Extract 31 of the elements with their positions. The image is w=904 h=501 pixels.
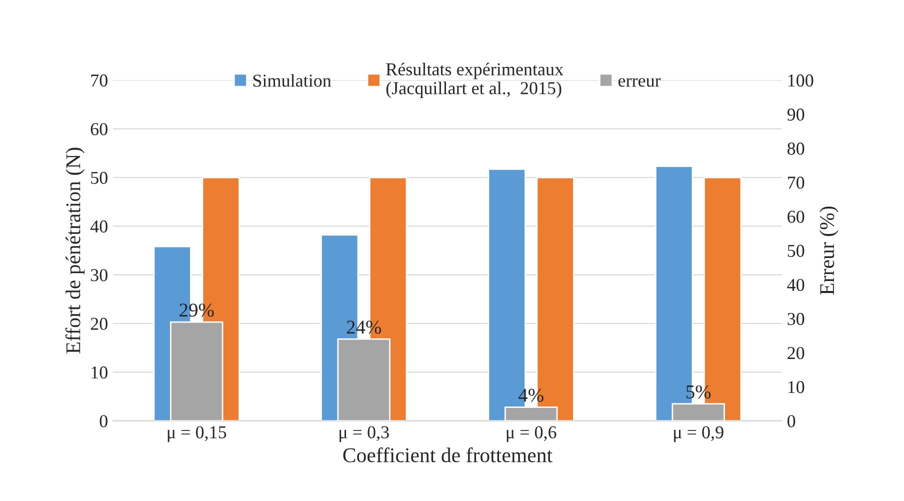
x-tick-label: μ = 0,3 (340, 426, 389, 442)
y-tick-label: 60 (90, 123, 108, 136)
y2-tick-label: 50 (788, 244, 804, 257)
y2-tick-label: 60 (788, 210, 804, 223)
y2-tick-label: 70 (788, 176, 804, 189)
y2-tick-label: 80 (788, 142, 804, 155)
legend-label: Résultats expérimentaux (Jacquillart et al., 2015) (386, 62, 564, 98)
y-tick-label: 30 (90, 269, 108, 282)
x-axis-title: Coefficient de frottement (343, 447, 552, 462)
data-label: 29% (180, 304, 214, 317)
data-label: 24% (346, 320, 382, 334)
y-tick-label: 10 (92, 366, 108, 379)
y2-tick-label: 20 (788, 346, 804, 360)
y2-tick-label: 90 (787, 108, 804, 121)
y2-tick-label: 100 (788, 74, 814, 87)
y-axis-title: Effort de pénétration (N) (65, 148, 85, 354)
y2-tick-label: 10 (788, 381, 804, 394)
legend-label: erreur (618, 78, 661, 87)
y2-tick-label: 30 (788, 312, 804, 326)
y-tick-label: 40 (90, 220, 108, 233)
y-tick-label: 0 (100, 415, 108, 428)
y2-tick-label: 0 (788, 415, 796, 428)
x-tick-label: μ = 0,15 (168, 426, 226, 442)
y2-tick-label: 40 (787, 278, 804, 292)
y2-axis-title: Erreur (%) (819, 206, 838, 295)
legend-label: Simulation (253, 74, 332, 87)
y-tick-label: 20 (90, 318, 108, 330)
x-tick-label: μ = 0,6 (506, 426, 556, 442)
y-tick-label: 50 (91, 172, 108, 184)
y-tick-label: 70 (91, 74, 108, 87)
x-tick-label: μ = 0,9 (674, 426, 724, 442)
